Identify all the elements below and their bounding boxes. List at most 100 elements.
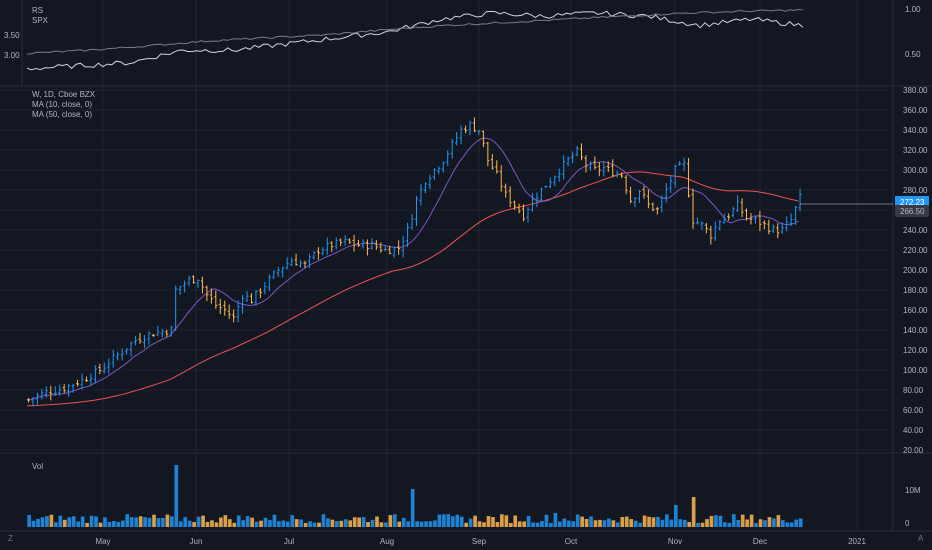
volume-bar-108	[508, 522, 513, 527]
price-tick-7: 240.00	[903, 226, 928, 235]
volume-bar-135	[629, 519, 634, 527]
price-tick-1: 360.00	[903, 106, 928, 115]
time-tick-4: Sep	[472, 537, 487, 546]
volume-bar-33	[174, 465, 179, 527]
volume-bar-115	[540, 520, 544, 527]
volume-bar-69	[335, 521, 339, 527]
volume-bar-155	[718, 515, 723, 527]
volume-bar-114	[535, 522, 540, 527]
volume-bar-43	[219, 517, 223, 527]
rs-left-tick-1: 3.00	[4, 51, 20, 60]
volume-bar-172	[794, 519, 799, 527]
volume-bar-52	[259, 520, 263, 527]
volume-bar-127	[593, 520, 598, 527]
rs-legend-rs: RS	[32, 6, 44, 15]
volume-bar-29	[156, 518, 161, 527]
volume-bar-128	[598, 519, 602, 527]
ma50-legend[interactable]: MA (50, close, 0)	[32, 110, 93, 119]
auto-scale-button[interactable]: A	[918, 534, 924, 543]
volume-bar-107	[504, 515, 509, 527]
volume-bar-104	[491, 517, 495, 527]
volume-bar-58	[285, 521, 290, 527]
volume-bar-57	[281, 520, 286, 527]
volume-bar-37	[192, 522, 196, 527]
volume-bar-74	[357, 517, 361, 527]
price-tick-12: 140.00	[903, 326, 928, 335]
volume-bar-42	[214, 522, 219, 527]
volume-bar-92	[437, 514, 442, 527]
volume-bar-149	[691, 497, 696, 527]
volume-bar-173	[798, 518, 803, 527]
volume-bar-75	[361, 517, 366, 527]
price-tick-3: 320.00	[903, 146, 928, 155]
ma10-legend[interactable]: MA (10, close, 0)	[32, 100, 93, 109]
volume-bar-162	[749, 514, 754, 527]
volume-bar-30	[161, 518, 165, 527]
volume-bar-138	[642, 515, 647, 527]
volume-bar-32	[170, 516, 174, 527]
last-price-label: 272.23	[900, 198, 925, 207]
volume-bar-38	[196, 516, 201, 527]
volume-bar-63	[308, 521, 312, 527]
volume-bar-85	[406, 521, 411, 527]
volume-bar-152	[705, 519, 709, 527]
volume-bar-82	[393, 514, 397, 527]
rs-line	[26, 10, 804, 71]
volume-bar-79	[379, 522, 384, 527]
volume-bar-13	[85, 522, 89, 527]
zoom-button-left[interactable]: Z	[8, 534, 13, 543]
price-tick-5: 280.00	[903, 186, 928, 195]
volume-legend[interactable]: Vol	[32, 462, 44, 471]
price-tick-17: 40.00	[903, 426, 924, 435]
price-tick-9: 200.00	[903, 266, 928, 275]
volume-bar-140	[651, 517, 656, 527]
volume-bar-59	[290, 515, 295, 527]
volume-bar-7	[58, 515, 63, 527]
volume-bar-170	[785, 522, 790, 527]
ma-price-label: 266.50	[900, 207, 925, 216]
volume-bar-157	[727, 522, 732, 527]
volume-bar-167	[772, 518, 776, 527]
volume-bar-103	[486, 516, 491, 527]
price-tick-0: 380.00	[903, 86, 928, 95]
volume-bar-81	[388, 515, 393, 527]
volume-bar-17	[103, 517, 107, 527]
volume-bar-101	[477, 521, 482, 527]
volume-bar-164	[758, 519, 763, 527]
volume-bar-100	[473, 515, 477, 527]
volume-bar-159	[736, 520, 741, 527]
volume-bar-91	[433, 520, 437, 527]
symbol-title[interactable]: W, 1D, Cboe BZX	[32, 90, 96, 99]
volume-bar-46	[232, 522, 237, 527]
volume-bar-169	[781, 520, 785, 527]
volume-bar-105	[495, 522, 500, 527]
volume-bar-88	[419, 521, 424, 527]
volume-tick-0: 10M	[905, 486, 921, 495]
volume-bar-78	[375, 516, 379, 527]
volume-bar-113	[531, 522, 535, 527]
price-tick-13: 120.00	[903, 346, 928, 355]
volume-bar-55	[272, 514, 277, 527]
volume-bar-73	[352, 517, 357, 527]
volume-bar-16	[98, 522, 103, 527]
volume-bar-18	[107, 521, 112, 527]
volume-bar-144	[669, 519, 674, 527]
volume-bar-2	[36, 518, 40, 527]
volume-bar-161	[745, 519, 749, 527]
volume-bar-151	[700, 522, 705, 527]
volume-bar-163	[754, 522, 758, 527]
volume-bar-95	[450, 516, 455, 527]
volume-bar-137	[638, 522, 642, 527]
price-tick-4: 300.00	[903, 166, 928, 175]
volume-bar-5	[49, 514, 54, 527]
volume-bar-118	[553, 513, 558, 527]
volume-bar-19	[112, 521, 116, 527]
volume-bar-53	[263, 517, 268, 527]
volume-bar-142	[660, 519, 665, 527]
volume-bar-39	[201, 515, 205, 527]
volume-bar-23	[129, 517, 134, 527]
volume-bar-89	[424, 521, 428, 527]
volume-tick-1: 0	[905, 519, 910, 528]
rs-right-tick-0: 1.00	[905, 5, 921, 14]
